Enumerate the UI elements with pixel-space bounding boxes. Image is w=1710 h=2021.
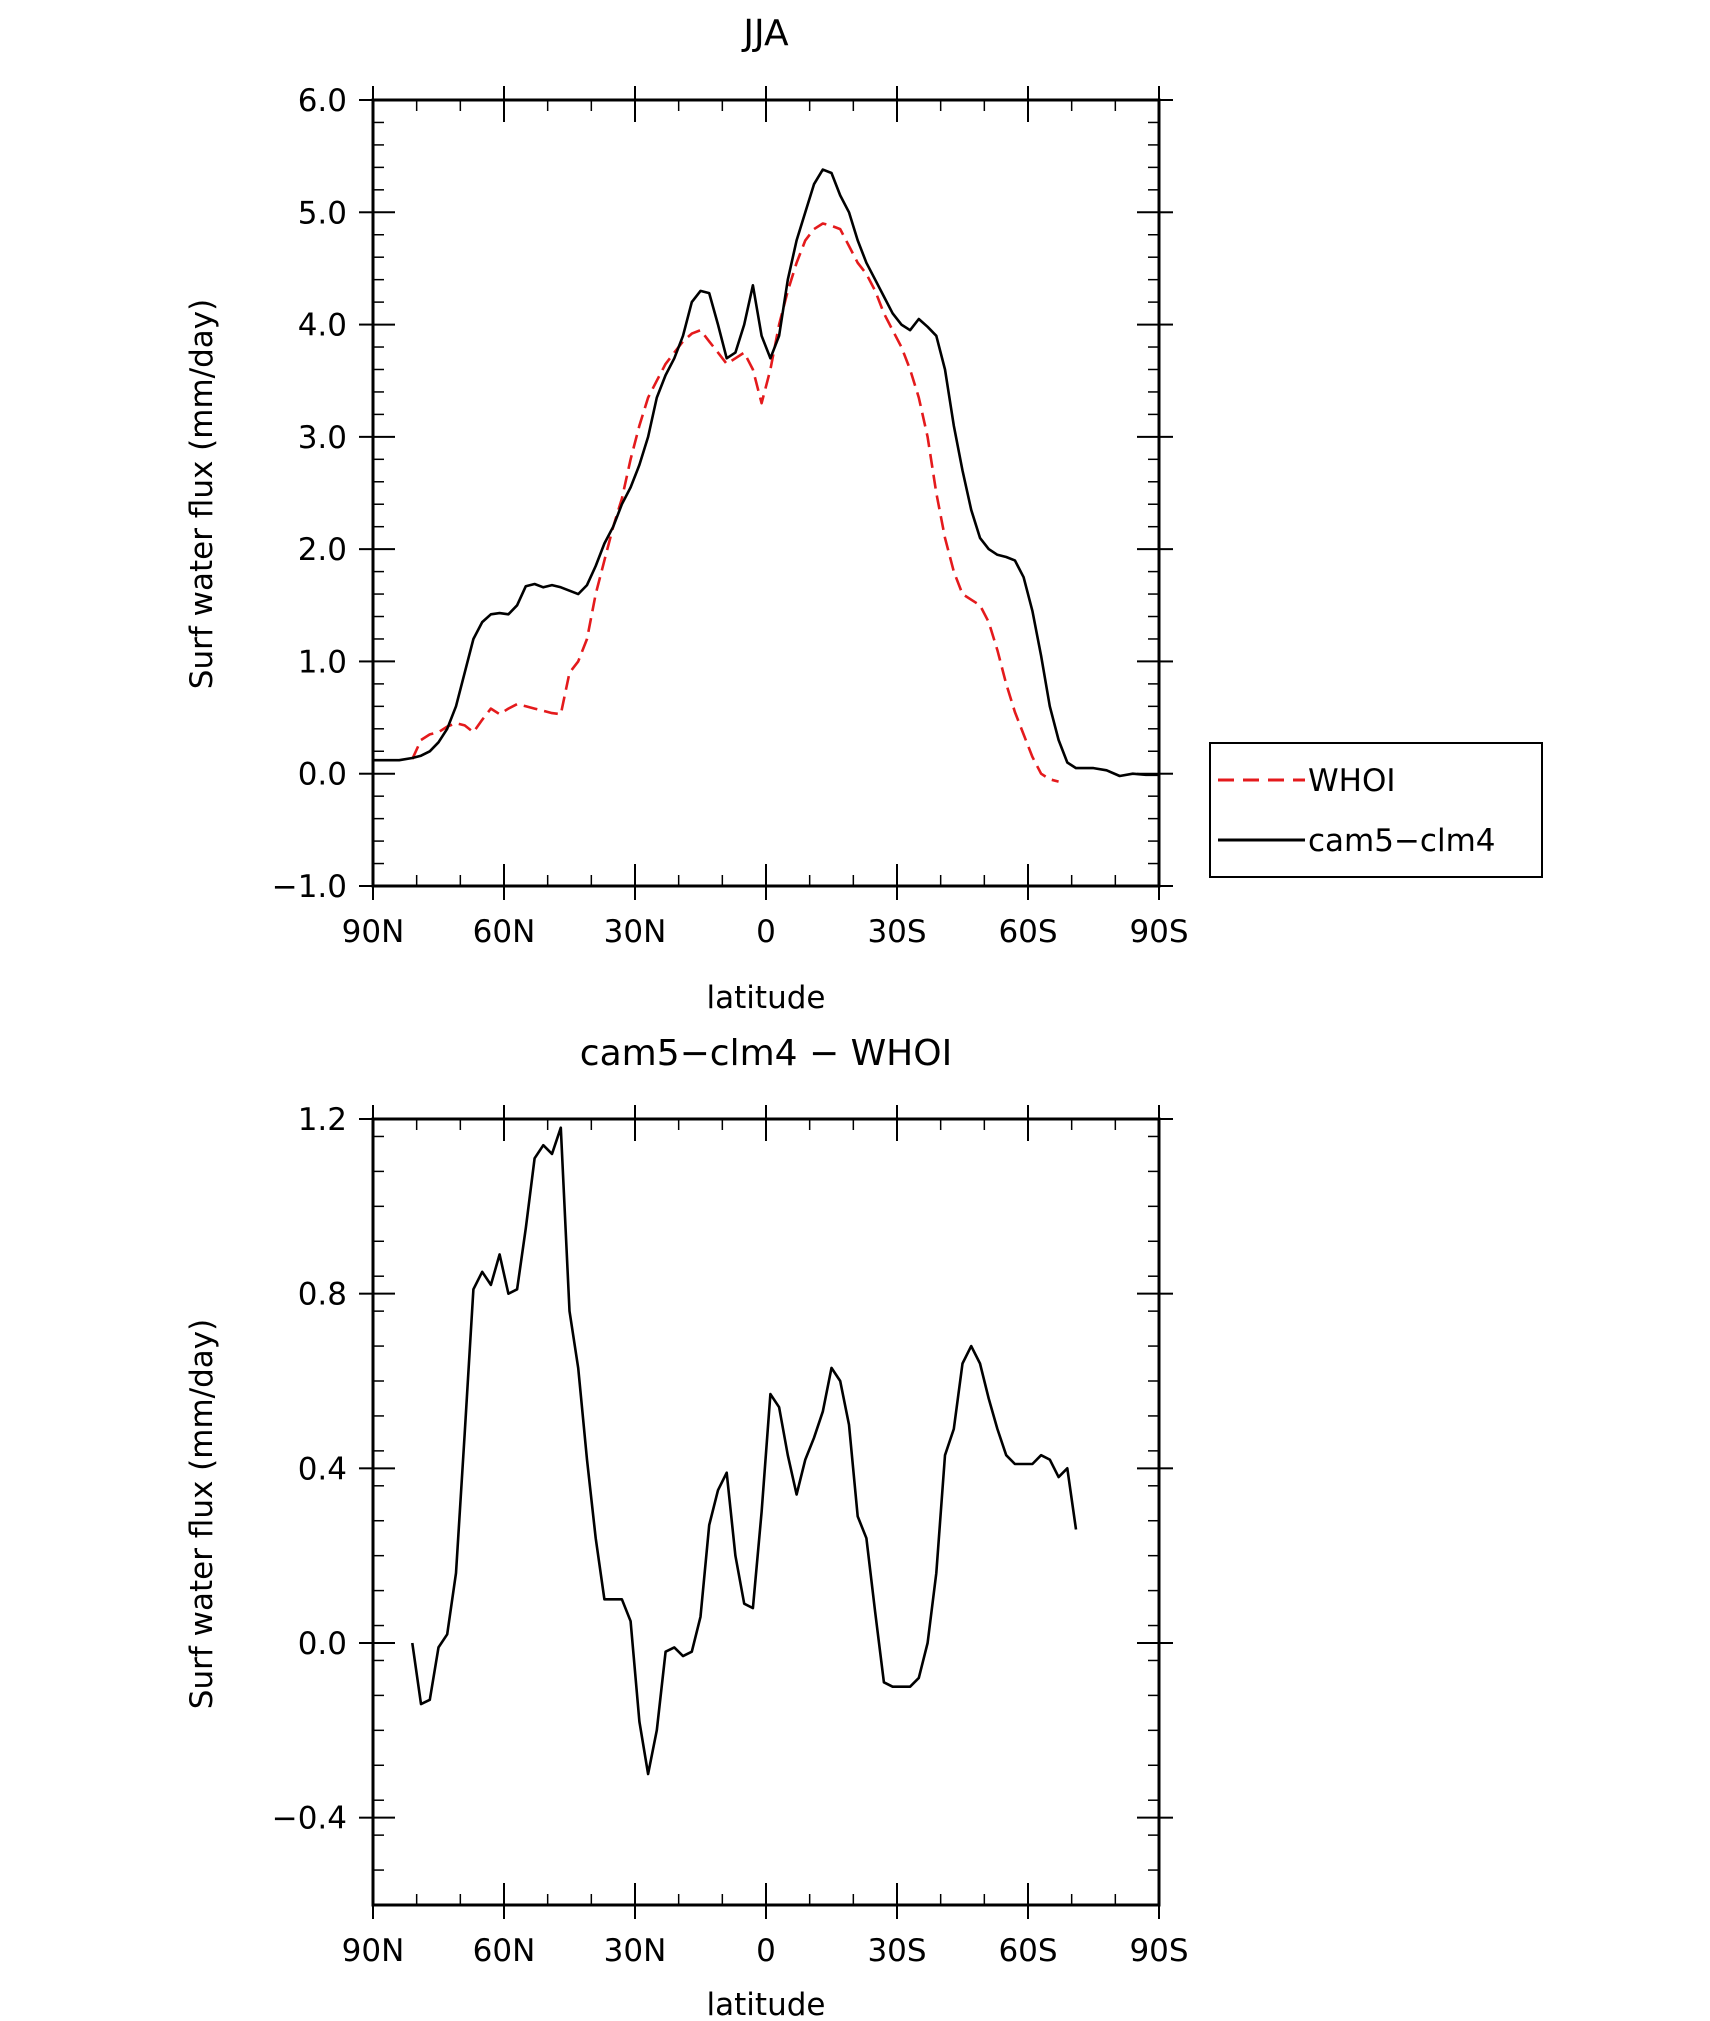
cam5-clm4-line bbox=[373, 168, 1159, 778]
legend-frame bbox=[1209, 742, 1543, 878]
bottom-title: cam5−clm4 − WHOI bbox=[580, 1033, 952, 1074]
x-tick-label: 60N bbox=[473, 1933, 536, 1969]
x-tick-label: 30N bbox=[604, 1933, 667, 1969]
top-title: JJA bbox=[741, 13, 789, 54]
x-tick-label: 0 bbox=[756, 914, 776, 950]
top-x-tick-labels: 90N 60N 30N 0 30S 60S 90S bbox=[342, 914, 1189, 950]
top-y-tick-labels: −1.0 0.0 1.0 2.0 3.0 4.0 5.0 6.0 bbox=[272, 83, 347, 905]
x-tick-label: 60N bbox=[473, 914, 536, 950]
y-tick-label: 1.2 bbox=[298, 1102, 347, 1138]
y-tick-label: 3.0 bbox=[298, 420, 347, 456]
bottom-x-axis-label: latitude bbox=[707, 1987, 826, 2021]
bottom-y-tick-labels: −0.4 0.0 0.4 0.8 1.2 bbox=[272, 1102, 347, 1837]
x-tick-label: 30S bbox=[867, 1933, 926, 1969]
y-tick-label: 0.0 bbox=[298, 1626, 347, 1662]
y-tick-label: 1.0 bbox=[298, 644, 347, 680]
x-tick-label: 90N bbox=[342, 1933, 405, 1969]
top-plot-frame bbox=[371, 98, 1161, 888]
bottom-y-axis-label: Surf water flux (mm/day) bbox=[184, 1319, 220, 1709]
top-y-axis-label: Surf water flux (mm/day) bbox=[184, 299, 220, 689]
y-tick-label: 0.4 bbox=[298, 1451, 347, 1487]
x-tick-label: 60S bbox=[998, 1933, 1057, 1969]
y-tick-label: 6.0 bbox=[298, 83, 347, 119]
bottom-ticks bbox=[359, 1105, 1173, 1919]
x-tick-label: 90S bbox=[1129, 914, 1188, 950]
y-tick-label: 0.0 bbox=[298, 757, 347, 793]
legend: WHOI cam5−clm4 bbox=[1209, 742, 1543, 878]
difference-line bbox=[411, 1126, 1078, 1776]
panel-top: JJA Surf water flux (mm/day) latitude 90… bbox=[184, 13, 1543, 1016]
x-tick-label: 30N bbox=[604, 914, 667, 950]
x-tick-label: 90S bbox=[1129, 1933, 1188, 1969]
legend-label-cam5-clm4: cam5−clm4 bbox=[1308, 823, 1496, 859]
y-tick-label: 2.0 bbox=[298, 532, 347, 568]
bottom-x-tick-labels: 90N 60N 30N 0 30S 60S 90S bbox=[342, 1933, 1189, 1969]
bottom-series bbox=[411, 1126, 1078, 1776]
top-x-axis-label: latitude bbox=[707, 980, 826, 1016]
top-series bbox=[373, 168, 1159, 783]
x-tick-label: 0 bbox=[756, 1933, 776, 1969]
panel-bottom: cam5−clm4 − WHOI Surf water flux (mm/day… bbox=[184, 1033, 1189, 2021]
y-tick-label: −1.0 bbox=[272, 869, 347, 905]
whoi-line bbox=[411, 222, 1059, 783]
y-tick-label: 0.8 bbox=[298, 1277, 347, 1313]
y-tick-label: 5.0 bbox=[298, 195, 347, 231]
bottom-plot-frame bbox=[371, 1117, 1161, 1907]
top-ticks bbox=[359, 86, 1173, 900]
x-tick-label: 30S bbox=[867, 914, 926, 950]
y-tick-label: 4.0 bbox=[298, 308, 347, 344]
legend-label-whoi: WHOI bbox=[1308, 763, 1396, 799]
y-tick-label: −0.4 bbox=[272, 1801, 347, 1837]
x-tick-label: 60S bbox=[998, 914, 1057, 950]
x-tick-label: 90N bbox=[342, 914, 405, 950]
